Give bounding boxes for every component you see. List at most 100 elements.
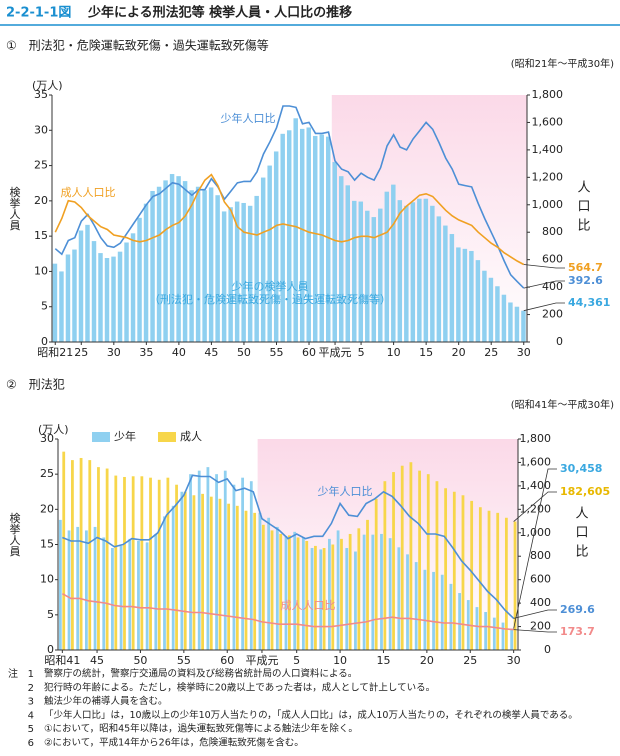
x-tick-label: 5: [358, 346, 365, 359]
x-tick-label: 15: [376, 654, 390, 667]
bar: [326, 136, 331, 342]
bar: [150, 190, 155, 342]
bar: [456, 247, 461, 342]
y-axis-label: 検挙人員: [8, 511, 21, 557]
bar: [247, 205, 253, 342]
end-label: 44,361: [568, 296, 610, 309]
y2-tick-label: 600: [530, 573, 551, 586]
bar: [392, 472, 395, 650]
x-tick-label: 60: [302, 346, 316, 359]
bar: [310, 548, 314, 650]
bar: [145, 542, 149, 650]
bar: [197, 470, 201, 650]
bar: [235, 505, 239, 650]
note-number: 4: [28, 710, 34, 721]
y2-tick-label: 200: [530, 620, 551, 633]
bar: [91, 241, 97, 342]
y2-tick-label: 0: [556, 335, 563, 348]
note-number: 3: [28, 697, 34, 708]
bar: [475, 607, 479, 650]
bar: [130, 233, 136, 342]
bar: [253, 512, 257, 650]
y-tick-label: 0: [41, 335, 48, 348]
bar: [435, 481, 439, 650]
y2-tick-label: 600: [542, 253, 563, 266]
bar: [143, 203, 149, 342]
y2-tick-label: 400: [530, 596, 551, 609]
bar: [149, 477, 152, 650]
bar: [371, 217, 377, 342]
bar: [423, 569, 427, 650]
bar: [384, 191, 390, 342]
bar: [514, 306, 520, 342]
y-tick-label: 30: [40, 432, 54, 445]
y-tick-label: 15: [40, 538, 54, 551]
bar: [52, 263, 58, 342]
bar: [492, 617, 496, 650]
bar: [67, 530, 71, 650]
bar: [195, 186, 201, 342]
series-sublabel: （刑法犯・危険運転致死傷・過失運転致死傷等）: [149, 292, 391, 306]
bar: [475, 260, 481, 342]
bar: [365, 210, 370, 342]
y2-tick-label: 1,600: [520, 455, 552, 468]
heisei-shade: [331, 95, 527, 342]
bar: [418, 470, 421, 650]
note-text: 犯行時の年齢による。ただし，検挙時に20歳以上であった者は，成人として計上してい…: [44, 681, 435, 693]
end-label: 564.7: [568, 261, 603, 274]
bar: [449, 583, 453, 650]
y2-axis-label: 人口比: [575, 180, 591, 237]
bar: [244, 510, 248, 650]
bar: [79, 457, 83, 650]
bar: [501, 622, 505, 650]
bar: [383, 481, 387, 650]
bar: [400, 465, 404, 650]
y-tick-label: 35: [34, 88, 48, 101]
bar: [440, 574, 444, 650]
y-axis-label: 検挙人員: [8, 185, 21, 231]
bar: [444, 488, 448, 650]
period: (昭和41年～平成30年): [511, 398, 614, 411]
figure-title: 少年による刑法犯等 検挙人員・人口比の推移: [87, 5, 352, 21]
x-tick-label: 55: [177, 654, 191, 667]
bar: [388, 538, 392, 650]
x-tick-label: 55: [269, 346, 283, 359]
line: [54, 105, 525, 289]
note-number: 2: [28, 683, 34, 694]
bar: [288, 535, 291, 650]
series-label: 成人人口比: [281, 599, 336, 612]
bar: [513, 521, 517, 650]
bar: [192, 495, 196, 650]
bar: [104, 258, 110, 342]
bar: [345, 548, 349, 650]
x-tick-label: 20: [420, 654, 434, 667]
note-text: ①において，昭和45年以降は，過失運転致死傷等による触法少年を除く。: [44, 723, 358, 735]
note-text: ②において，平成14年から26年は，危険運転致死傷を含む。: [44, 737, 304, 749]
bar: [102, 537, 106, 650]
bar: [232, 484, 236, 650]
note-number: 6: [28, 738, 34, 749]
bar: [218, 498, 222, 650]
bar: [65, 254, 71, 342]
bar: [98, 253, 103, 342]
legend-swatch: [92, 432, 110, 442]
bar: [84, 530, 88, 650]
y-unit: (万人): [38, 423, 69, 436]
note-text: 触法少年の補導人員を含む。: [44, 695, 168, 707]
bar: [470, 500, 474, 650]
bar: [215, 474, 218, 650]
bar: [62, 451, 66, 650]
bar: [254, 195, 259, 342]
x-tick-label: 10: [333, 654, 347, 667]
line: [54, 173, 525, 266]
bar: [261, 524, 265, 650]
bar: [410, 202, 416, 342]
bar: [501, 294, 507, 342]
x-tick-label: 45: [90, 654, 104, 667]
bar: [414, 562, 418, 650]
bar: [182, 181, 188, 342]
y-tick-label: 25: [40, 467, 54, 480]
bar: [97, 467, 100, 650]
bar: [131, 476, 135, 650]
